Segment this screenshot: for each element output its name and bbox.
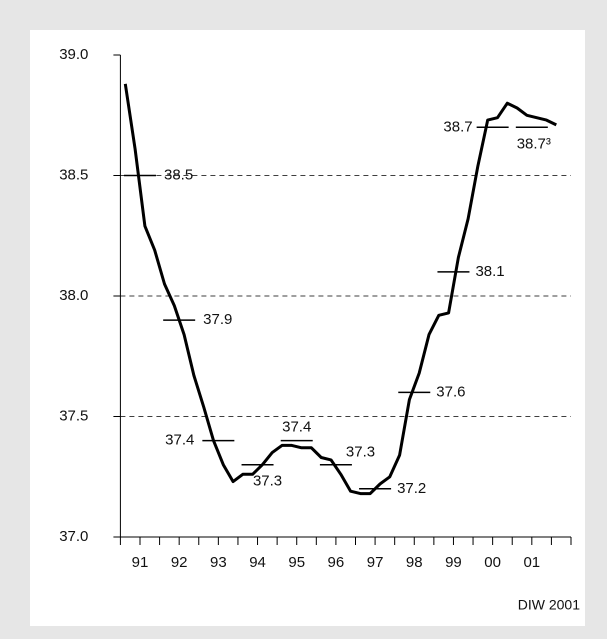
panel — [30, 30, 585, 626]
x-tick-label: 91 — [132, 554, 149, 571]
x-tick-label: 94 — [249, 554, 266, 571]
y-tick-label: 39.0 — [59, 46, 88, 63]
annual-average-label: 37.4 — [282, 419, 311, 436]
source: DIW 2001 — [518, 597, 580, 613]
annual-average-label: 38.7³ — [517, 135, 551, 152]
x-tick-label: 01 — [523, 554, 540, 571]
x-tick-label: 00 — [484, 554, 501, 571]
annual-average-label: 38.7 — [443, 118, 472, 135]
annual-average-label: 37.2 — [397, 480, 426, 497]
annual-average-label: 37.3 — [346, 444, 375, 461]
x-tick-label: 93 — [210, 554, 227, 571]
annual-average-label: 38.5 — [164, 166, 193, 183]
y-tick-label: 37.0 — [59, 528, 88, 545]
annual-average-label: 37.9 — [203, 311, 232, 328]
annual-average-label: 37.3 — [253, 473, 282, 490]
x-tick-label: 98 — [406, 554, 423, 571]
annual-average-label: 37.6 — [436, 383, 465, 400]
x-tick-label: 96 — [328, 554, 345, 571]
x-tick-label: 99 — [445, 554, 462, 571]
x-tick-label: 95 — [288, 554, 305, 571]
line — [123, 83, 557, 496]
y-tick-label: 38.0 — [59, 287, 88, 304]
annual-average-label: 37.4 — [165, 432, 194, 449]
y-tick-label: 38.5 — [59, 166, 88, 183]
x-tick-label: 97 — [367, 554, 384, 571]
annual-average-label: 38.1 — [475, 263, 504, 280]
y-tick-label: 37.5 — [59, 407, 88, 424]
x-tick-label: 92 — [171, 554, 188, 571]
